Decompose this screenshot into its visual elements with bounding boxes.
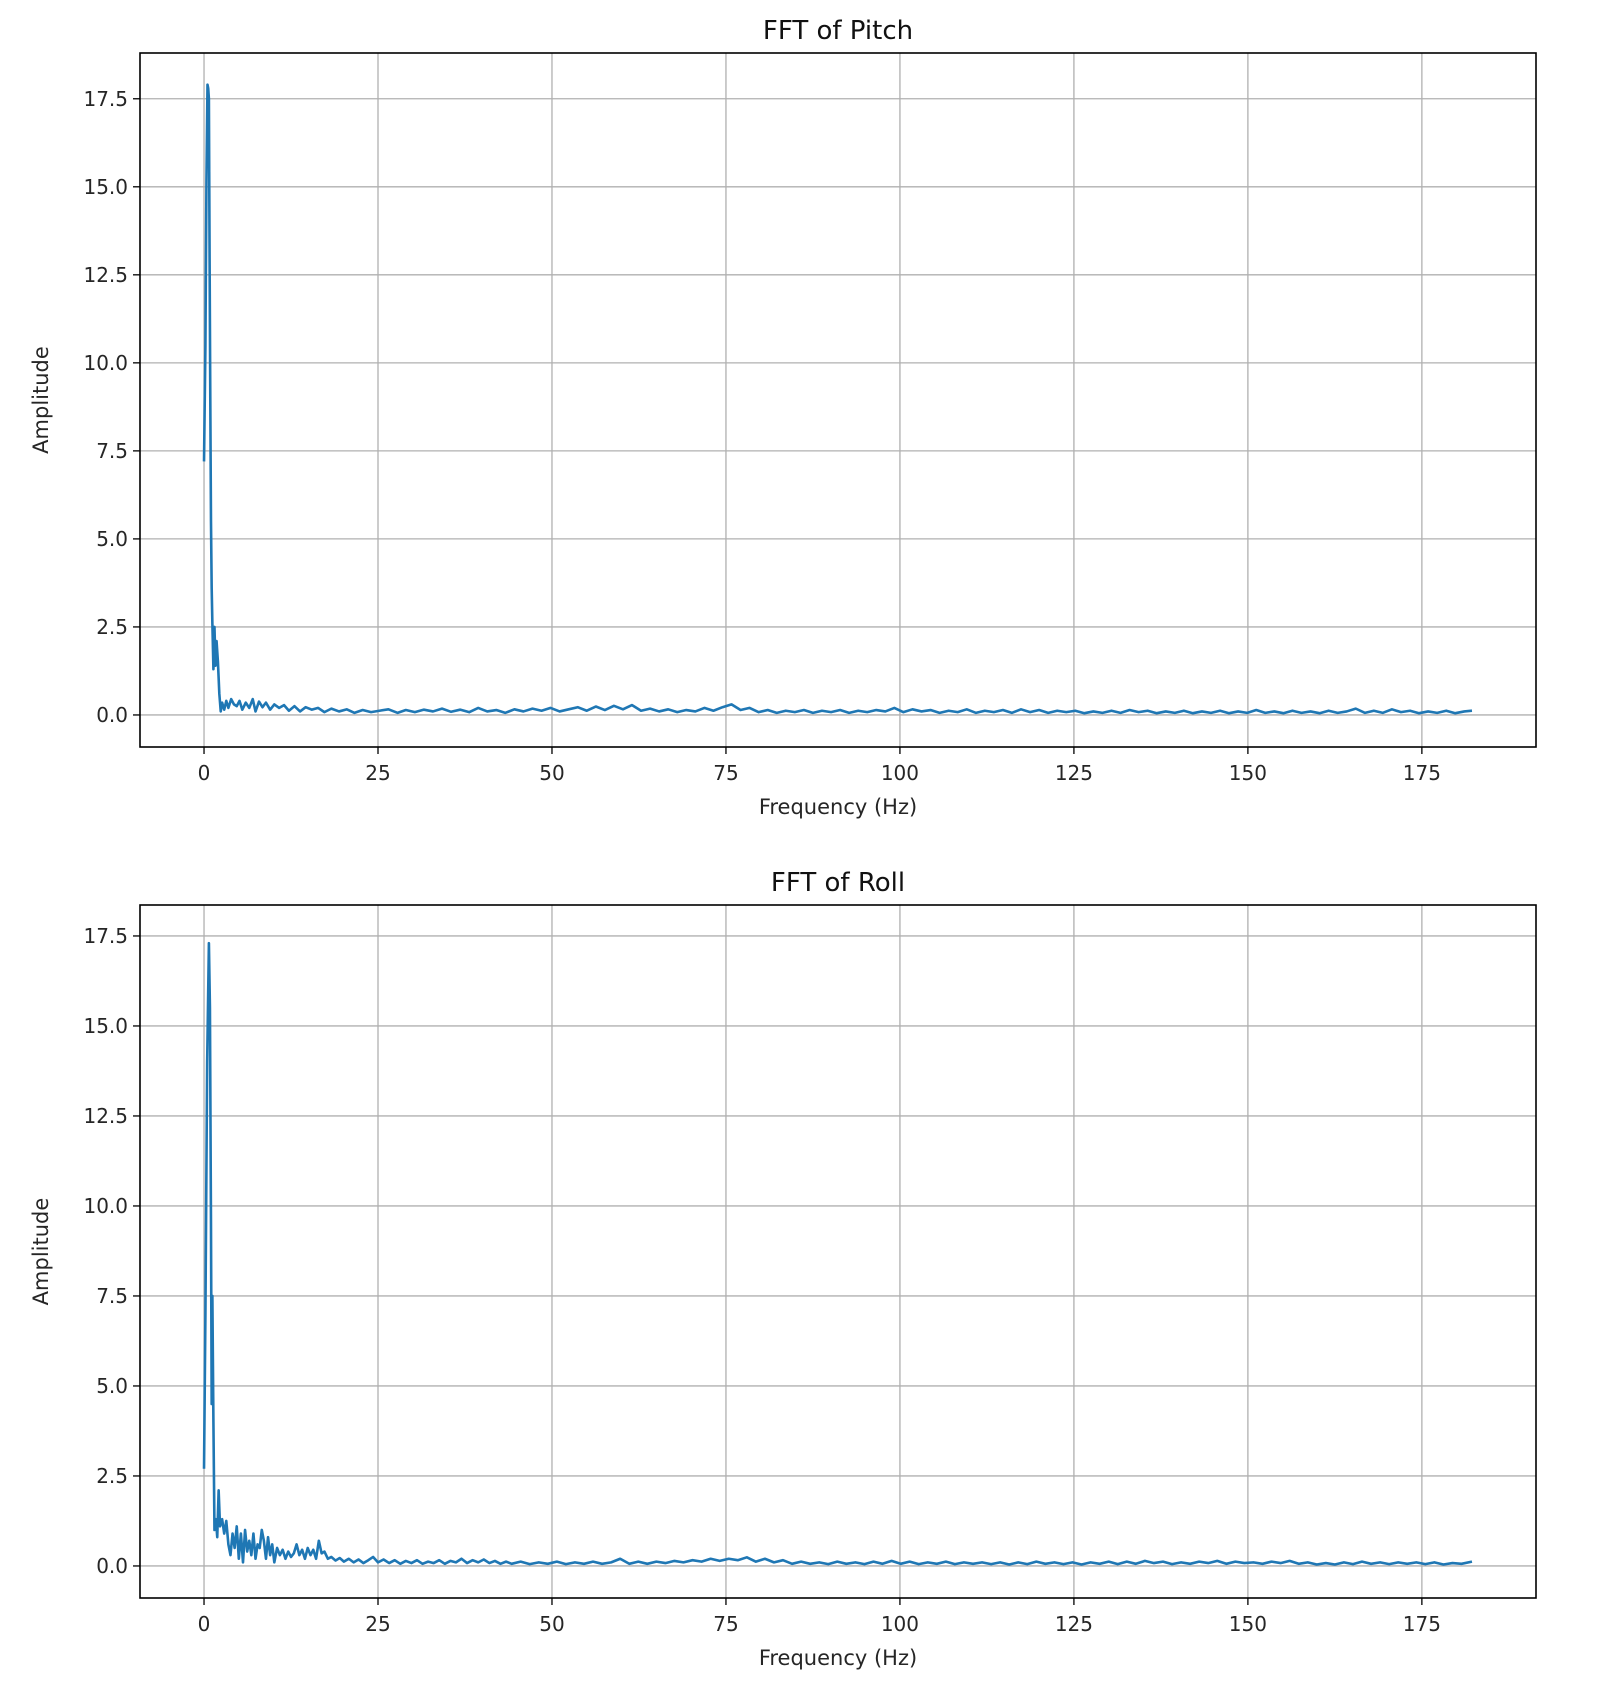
x-axis-ticks: 0 25 50 75 100 125 150 175: [198, 1598, 1441, 1636]
y-tick-label: 12.5: [83, 263, 128, 287]
y-tick-label: 17.5: [83, 924, 128, 948]
x-tick-label: 0: [198, 1612, 211, 1636]
chart-title: FFT of Roll: [771, 868, 905, 898]
y-axis-label: Amplitude: [29, 346, 53, 454]
y-tick-label: 7.5: [96, 439, 128, 463]
y-axis-label: Amplitude: [29, 1198, 53, 1306]
y-tick-label: 0.0: [96, 703, 128, 727]
x-tick-label: 150: [1229, 1612, 1267, 1636]
chart-title: FFT of Pitch: [763, 16, 913, 46]
y-tick-label: 5.0: [96, 527, 128, 551]
x-tick-label: 0: [198, 761, 211, 785]
x-axis-ticks: 0 25 50 75 100 125 150 175: [198, 747, 1441, 785]
x-axis-label: Frequency (Hz): [759, 1646, 917, 1670]
x-axis-label: Frequency (Hz): [759, 795, 917, 819]
x-tick-label: 100: [881, 1612, 919, 1636]
y-tick-label: 2.5: [96, 1464, 128, 1488]
y-tick-label: 15.0: [83, 1014, 128, 1038]
grid-lines: [140, 905, 1536, 1598]
y-tick-label: 0.0: [96, 1554, 128, 1578]
x-tick-label: 175: [1403, 761, 1441, 785]
x-tick-label: 125: [1055, 761, 1093, 785]
y-axis-ticks: 0.0 2.5 5.0 7.5 10.0 12.5 15.0 17.5: [83, 87, 140, 727]
x-tick-label: 100: [881, 761, 919, 785]
series-line: [202, 941, 1473, 1566]
x-tick-label: 25: [365, 1612, 390, 1636]
x-tick-label: 75: [713, 1612, 738, 1636]
y-tick-label: 7.5: [96, 1284, 128, 1308]
axes-frame: [139, 52, 1537, 748]
y-axis-ticks: 0.0 2.5 5.0 7.5 10.0 12.5 15.0 17.5: [83, 924, 140, 1578]
subplot-pitch: 0 25 50 75 100 125 150 175 0.0 2.5 5.0 7.5 10.0 12.5…: [29, 16, 1537, 819]
y-tick-label: 12.5: [83, 1104, 128, 1128]
y-tick-label: 2.5: [96, 615, 128, 639]
series-line: [202, 83, 1473, 715]
y-tick-label: 5.0: [96, 1374, 128, 1398]
plot-area: [202, 941, 1473, 1566]
x-tick-label: 175: [1403, 1612, 1441, 1636]
x-tick-label: 125: [1055, 1612, 1093, 1636]
y-tick-label: 15.0: [83, 175, 128, 199]
grid-lines: [140, 53, 1536, 747]
subplot-roll: 0 25 50 75 100 125 150 175 0.0 2.5 5.0 7.5 10.0 12.5…: [29, 868, 1537, 1670]
y-tick-label: 10.0: [83, 1194, 128, 1218]
x-tick-label: 25: [365, 761, 390, 785]
x-tick-label: 75: [713, 761, 738, 785]
x-tick-label: 50: [539, 1612, 564, 1636]
x-tick-label: 150: [1229, 761, 1267, 785]
y-tick-label: 10.0: [83, 351, 128, 375]
axes-frame: [139, 904, 1537, 1599]
x-tick-label: 50: [539, 761, 564, 785]
plot-area: [202, 83, 1473, 715]
y-tick-label: 17.5: [83, 87, 128, 111]
